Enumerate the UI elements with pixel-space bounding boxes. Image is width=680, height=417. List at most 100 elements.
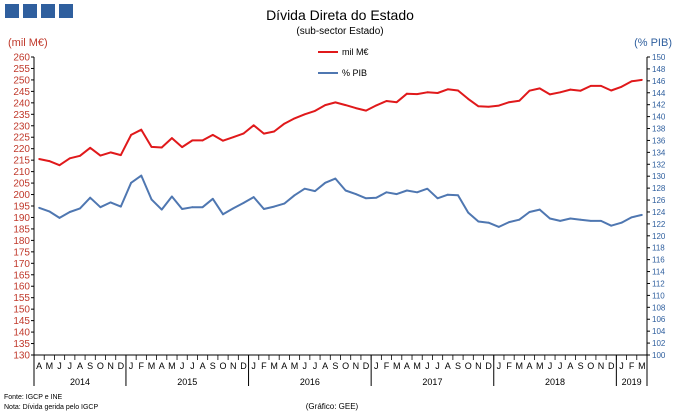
month-tick-label: A [567, 361, 573, 371]
month-tick-label: J [425, 361, 430, 371]
pib-data-point [559, 220, 562, 222]
month-tick-label: A [281, 361, 287, 371]
right-tick-label: 104 [652, 327, 666, 336]
debt-data-point [191, 139, 194, 142]
right-tick-label: 148 [652, 65, 666, 74]
month-tick-label: O [342, 361, 349, 371]
year-label: 2018 [545, 377, 565, 387]
month-tick-label: S [87, 361, 93, 371]
left-tick-label: 235 [13, 110, 30, 121]
month-tick-label: J [435, 361, 440, 371]
left-tick-label: 190 [13, 213, 30, 224]
month-tick-label: J [558, 361, 563, 371]
right-tick-label: 124 [652, 208, 666, 217]
right-tick-label: 136 [652, 136, 666, 145]
debt-data-point [395, 101, 398, 104]
debt-data-point [559, 91, 562, 94]
right-tick-label: 118 [652, 244, 665, 253]
month-tick-label: O [587, 361, 594, 371]
pib-data-point [406, 189, 408, 192]
month-tick-label: A [36, 361, 42, 371]
pib-data-point [538, 208, 541, 211]
debt-series-line [38, 78, 643, 167]
left-tick-label: 180 [13, 236, 30, 247]
year-label: 2015 [177, 377, 197, 387]
right-tick-label: 110 [652, 291, 665, 300]
debt-data-point [89, 146, 92, 149]
pib-data-point [344, 189, 347, 192]
pib-data-point [589, 220, 592, 222]
month-tick-label: F [261, 361, 267, 371]
right-tick-label: 140 [652, 113, 666, 122]
debt-data-point [385, 100, 388, 102]
pib-data-point [262, 208, 265, 210]
left-tick-label: 135 [13, 339, 30, 350]
month-tick-label: S [210, 361, 216, 371]
pib-data-point [79, 207, 81, 210]
graph-credit: (Gráfico: GEE) [306, 402, 359, 411]
legend-label-pib: % PIB [342, 68, 367, 78]
axes: 1301351401451501551601651701751801851901… [13, 53, 666, 388]
month-tick-label: S [332, 361, 338, 371]
pib-data-point [99, 206, 102, 209]
debt-data-point [171, 137, 173, 140]
pib-data-point [549, 217, 551, 220]
debt-data-point [48, 160, 51, 162]
pib-data-point [426, 187, 429, 190]
debt-data-point [334, 101, 337, 104]
year-label: 2017 [422, 377, 442, 387]
debt-data-point [344, 104, 347, 107]
month-tick-label: D [363, 361, 370, 371]
pib-series-line [38, 174, 643, 228]
debt-data-point [375, 104, 378, 107]
month-tick-label: S [455, 361, 461, 371]
pib-data-point [334, 177, 337, 180]
right-tick-label: 122 [652, 220, 666, 229]
left-tick-label: 255 [13, 64, 30, 75]
debt-data-point [130, 134, 132, 136]
footnote-note: Nota: Dívida gerida pelo IGCP [4, 404, 98, 411]
year-label: 2019 [622, 377, 642, 387]
month-tick-label: M [148, 361, 156, 371]
month-tick-label: N [107, 361, 114, 371]
left-tick-label: 130 [13, 351, 30, 362]
debt-data-point [436, 92, 439, 94]
right-tick-label: 144 [652, 89, 666, 98]
debt-data-point [497, 104, 500, 107]
month-tick-label: J [190, 361, 195, 371]
pib-data-point [518, 218, 521, 221]
debt-data-point [528, 89, 531, 92]
legend-label-debt: mil M€ [342, 47, 369, 57]
month-tick-label: M [516, 361, 524, 371]
pib-data-point [640, 214, 643, 216]
pib-data-point [354, 193, 357, 195]
pib-data-point [508, 221, 510, 223]
debt-data-point [68, 157, 71, 160]
month-tick-label: N [475, 361, 482, 371]
pib-data-point [211, 197, 214, 200]
debt-data-point [232, 136, 235, 139]
left-tick-label: 210 [13, 167, 30, 178]
pib-data-point [293, 194, 296, 197]
pib-data-point [395, 193, 398, 195]
debt-data-point [211, 134, 214, 136]
right-axis-label: (% PIB) [634, 37, 672, 49]
month-tick-label: A [322, 361, 328, 371]
footnote-source: Fonte: IGCP e INE [4, 394, 63, 401]
left-tick-label: 225 [13, 133, 30, 144]
pib-data-point [232, 207, 235, 210]
left-tick-label: 170 [13, 259, 30, 270]
pib-data-point [119, 205, 122, 208]
debt-data-point [600, 84, 602, 87]
month-tick-label: M [46, 361, 54, 371]
right-tick-label: 102 [652, 339, 666, 348]
month-tick-label: J [57, 361, 62, 371]
debt-data-point [99, 154, 102, 157]
right-tick-label: 132 [652, 160, 666, 169]
right-tick-label: 116 [652, 256, 665, 265]
debt-data-point [140, 128, 143, 131]
month-tick-label: O [220, 361, 227, 371]
month-tick-label: J [180, 361, 185, 371]
month-tick-label: F [506, 361, 512, 371]
